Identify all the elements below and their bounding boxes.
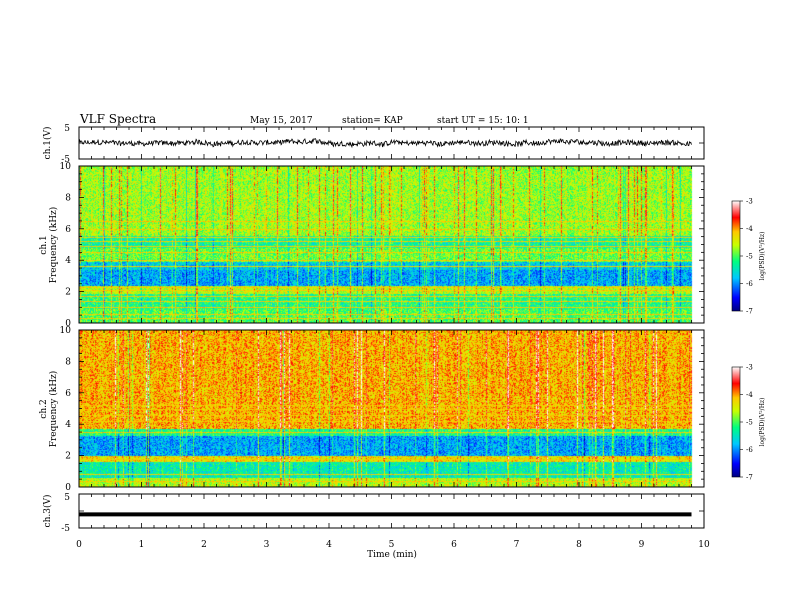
- time-tick-label: 2: [201, 540, 207, 550]
- figure-title: VLF Spectra: [79, 112, 156, 126]
- time-axis-label: Time (min): [367, 549, 417, 560]
- start-time-label: start UT = 15: 10: 1: [437, 116, 529, 126]
- ch1-spectrogram-ytick-label: 8: [65, 193, 71, 203]
- ch1-colorbar-ticks: -3 -4 -5 -6 -7: [740, 198, 753, 316]
- time-tick-label: 3: [264, 540, 270, 550]
- ch2-colorbar-label: log(PSD)(V²/Hz): [759, 398, 766, 447]
- time-tick-label: 9: [639, 540, 645, 550]
- ch2-colorbar-tick-label: -5: [746, 419, 753, 427]
- ch2-spectrogram-panel: 0 2 4 6 8 10 ch.2 Frequency (kHz): [39, 326, 705, 493]
- time-tick-label: 8: [576, 540, 582, 550]
- ch2-spectrogram-ytick-label: 4: [65, 420, 71, 430]
- ch1-ytick-bottom: -5: [61, 155, 70, 165]
- ch2-spectrogram-image-holder: [79, 330, 704, 487]
- ch3-waveform-ticks: [78, 493, 705, 529]
- ch3-ytick-top: 5: [64, 493, 70, 503]
- ch1-spectrogram-ticks: [78, 165, 705, 324]
- time-tick-label: 6: [451, 540, 457, 550]
- ch2-spectrogram-channel-label: ch.2: [39, 399, 49, 418]
- ch3-waveform-panel: 5 -5 ch.3(V): [42, 493, 705, 534]
- ch1-spectrogram-heatmap: [79, 166, 704, 323]
- time-tick-label: 1: [139, 540, 145, 550]
- ch1-spectrogram-ytick-label: 2: [65, 288, 71, 298]
- ch2-spectrogram-heatmap: [79, 330, 704, 487]
- station-label: station= KAP: [342, 116, 403, 126]
- ch3-waveform-frame: [78, 493, 705, 529]
- ch2-spectrogram-ytick-label: 6: [65, 389, 71, 399]
- time-tick-label: 0: [76, 540, 82, 550]
- ch1-colorbar-label: log(PSD)(V²/Hz): [759, 232, 766, 281]
- ch1-colorbar-gradient: [731, 200, 741, 312]
- time-tick-label: 5: [389, 540, 395, 550]
- ch1-spectrogram-ytick-label: 6: [65, 225, 71, 235]
- ch1-spectrogram-ytick-labels: 0 2 4 6 8 10: [60, 162, 72, 329]
- ch1-waveform-ticks: [78, 126, 705, 160]
- ch1-spectrogram-image-holder: [79, 166, 704, 323]
- ch1-colorbar: -3 -4 -5 -6 -7 log(PSD)(V²/Hz): [731, 198, 766, 316]
- ch1-spectrogram-ylabel: Frequency (kHz): [48, 207, 59, 284]
- ch1-spectrogram-ytick-label: 4: [65, 256, 71, 266]
- time-tick-label: 4: [326, 540, 332, 550]
- ch1-waveform-panel: 5 -5 ch.1(V): [42, 124, 705, 165]
- ch3-ytick-bottom: -5: [61, 524, 70, 534]
- ch2-colorbar-tick-label: -6: [746, 446, 753, 454]
- ch2-spectrogram-ytick-label: 8: [65, 357, 71, 367]
- ch1-colorbar-tick-label: -3: [746, 198, 753, 206]
- ch2-colorbar-tick-label: -4: [746, 391, 753, 399]
- ch1-spectrogram-channel-label: ch.1: [39, 235, 49, 254]
- ch2-spectrogram-ytick-label: 0: [65, 483, 71, 493]
- ch2-spectrogram-ytick-labels: 0 2 4 6 8 10: [60, 326, 72, 493]
- ch2-colorbar-tick-label: -7: [746, 474, 753, 482]
- ch1-colorbar-tick-label: -5: [746, 253, 753, 261]
- ch1-colorbar-tick-label: -7: [746, 308, 753, 316]
- time-axis-tick-labels: 0 1 2 3 4 5 6 7 8 9 10: [76, 540, 710, 550]
- ch2-colorbar-gradient: [731, 366, 741, 478]
- ch2-spectrogram-ylabel: Frequency (kHz): [48, 371, 59, 448]
- time-tick-label: 10: [698, 540, 710, 550]
- observation-date: May 15, 2017: [250, 116, 313, 126]
- ch1-spectrogram-ytick-label: 0: [65, 319, 71, 329]
- ch1-waveform-line: [78, 137, 692, 149]
- ch1-colorbar-tick-label: -4: [746, 225, 753, 233]
- ch1-ytick-top: 5: [64, 124, 70, 134]
- time-tick-label: 7: [514, 540, 520, 550]
- ch3-waveform-ylabel: ch.3(V): [42, 495, 53, 528]
- ch2-colorbar-ticks: -3 -4 -5 -6 -7: [740, 364, 753, 482]
- ch1-colorbar-tick-label: -6: [746, 280, 753, 288]
- ch2-spectrogram-ytick-label: 2: [65, 452, 71, 462]
- ch1-spectrogram-ytick-label: 10: [60, 162, 72, 172]
- ch2-colorbar-tick-label: -3: [746, 364, 753, 372]
- ch2-spectrogram-ticks: [78, 329, 705, 488]
- ch1-spectrogram-panel: 0 2 4 6 8 10 ch.1 Frequency (kHz): [39, 162, 705, 329]
- ch2-spectrogram-ytick-label: 10: [60, 326, 72, 336]
- ch1-waveform-ylabel: ch.1(V): [42, 127, 53, 160]
- ch2-colorbar: -3 -4 -5 -6 -7 log(PSD)(V²/Hz): [731, 364, 766, 482]
